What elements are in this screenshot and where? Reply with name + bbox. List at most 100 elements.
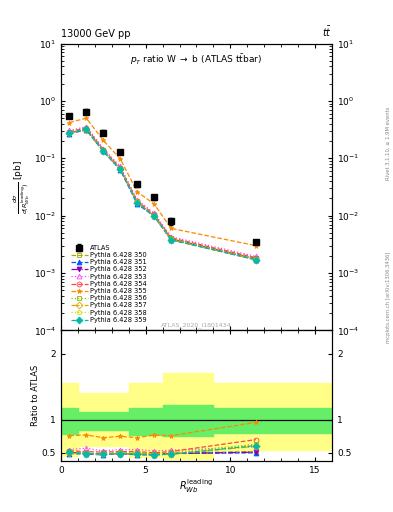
Pythia 6.428 355: [169, 225, 173, 231]
Pythia 6.428 359: [67, 130, 72, 136]
Pythia 6.428 356: [152, 212, 156, 219]
Pythia 6.428 357: [169, 237, 173, 243]
Pythia 6.428 351: [253, 257, 258, 263]
Pythia 6.428 351: [135, 201, 140, 207]
Line: Pythia 6.428 356: Pythia 6.428 356: [67, 126, 258, 261]
Line: Pythia 6.428 354: Pythia 6.428 354: [67, 125, 258, 260]
Pythia 6.428 352: [169, 236, 173, 242]
Line: Pythia 6.428 359: Pythia 6.428 359: [67, 127, 258, 262]
Pythia 6.428 351: [84, 127, 89, 133]
Pythia 6.428 350: [169, 236, 173, 242]
Pythia 6.428 358: [67, 130, 72, 136]
Pythia 6.428 355: [84, 115, 89, 121]
Pythia 6.428 354: [135, 198, 140, 204]
Pythia 6.428 350: [67, 130, 72, 136]
Pythia 6.428 351: [67, 131, 72, 137]
Pythia 6.428 356: [84, 126, 89, 132]
Text: ATLAS_2020_I1801434: ATLAS_2020_I1801434: [161, 322, 232, 328]
Line: Pythia 6.428 352: Pythia 6.428 352: [67, 127, 258, 262]
Pythia 6.428 354: [67, 129, 72, 135]
Pythia 6.428 357: [135, 199, 140, 205]
Pythia 6.428 359: [84, 126, 89, 133]
Pythia 6.428 352: [135, 199, 140, 205]
Y-axis label: Ratio to ATLAS: Ratio to ATLAS: [31, 365, 40, 426]
Text: mcplots.cern.ch [arXiv:1306.3436]: mcplots.cern.ch [arXiv:1306.3436]: [386, 251, 391, 343]
Pythia 6.428 356: [118, 165, 123, 172]
Pythia 6.428 357: [118, 166, 123, 173]
Pythia 6.428 353: [135, 197, 140, 203]
Pythia 6.428 357: [84, 126, 89, 133]
Pythia 6.428 356: [253, 255, 258, 262]
Line: Pythia 6.428 357: Pythia 6.428 357: [67, 127, 258, 262]
Pythia 6.428 352: [67, 130, 72, 136]
Pythia 6.428 355: [101, 137, 106, 143]
Pythia 6.428 355: [253, 243, 258, 249]
Pythia 6.428 352: [118, 166, 123, 173]
Pythia 6.428 352: [84, 126, 89, 133]
Pythia 6.428 353: [101, 145, 106, 152]
Pythia 6.428 353: [169, 233, 173, 240]
Pythia 6.428 356: [67, 130, 72, 136]
Pythia 6.428 351: [152, 213, 156, 219]
Pythia 6.428 350: [135, 199, 140, 205]
Pythia 6.428 359: [135, 200, 140, 206]
Pythia 6.428 355: [118, 156, 123, 162]
Pythia 6.428 357: [67, 130, 72, 136]
Pythia 6.428 356: [169, 236, 173, 242]
Line: Pythia 6.428 350: Pythia 6.428 350: [67, 127, 258, 261]
Pythia 6.428 354: [118, 165, 123, 171]
Pythia 6.428 353: [118, 163, 123, 169]
Pythia 6.428 358: [118, 166, 123, 172]
Pythia 6.428 357: [101, 148, 106, 154]
Pythia 6.428 351: [101, 148, 106, 155]
Pythia 6.428 358: [135, 199, 140, 205]
Pythia 6.428 353: [253, 253, 258, 260]
Pythia 6.428 359: [152, 213, 156, 219]
Pythia 6.428 355: [152, 201, 156, 207]
Pythia 6.428 353: [84, 123, 89, 130]
Line: Pythia 6.428 351: Pythia 6.428 351: [67, 127, 258, 262]
Pythia 6.428 350: [118, 166, 123, 172]
Pythia 6.428 357: [152, 213, 156, 219]
Pythia 6.428 357: [253, 257, 258, 263]
Line: Pythia 6.428 358: Pythia 6.428 358: [67, 127, 258, 262]
Text: 13000 GeV pp: 13000 GeV pp: [61, 29, 130, 39]
Pythia 6.428 356: [135, 199, 140, 205]
Pythia 6.428 353: [152, 210, 156, 217]
Pythia 6.428 356: [101, 147, 106, 154]
Pythia 6.428 358: [152, 213, 156, 219]
Y-axis label: $\frac{d\sigma}{d(R_{Wb}^{\rm leading})}$ [pb]: $\frac{d\sigma}{d(R_{Wb}^{\rm leading})}…: [12, 160, 32, 214]
Pythia 6.428 358: [84, 126, 89, 133]
Pythia 6.428 359: [101, 148, 106, 154]
Pythia 6.428 359: [253, 257, 258, 263]
Text: $p_T$ ratio W $\rightarrow$ b (ATLAS t$\bar{\rm t}$bar): $p_T$ ratio W $\rightarrow$ b (ATLAS t$\…: [130, 52, 263, 67]
Pythia 6.428 355: [135, 189, 140, 195]
Text: $t\bar{t}$: $t\bar{t}$: [322, 25, 332, 39]
Pythia 6.428 352: [253, 256, 258, 262]
Pythia 6.428 354: [169, 235, 173, 241]
Legend: ATLAS, Pythia 6.428 350, Pythia 6.428 351, Pythia 6.428 352, Pythia 6.428 353, P: ATLAS, Pythia 6.428 350, Pythia 6.428 35…: [70, 244, 149, 324]
Pythia 6.428 351: [169, 237, 173, 243]
Pythia 6.428 354: [84, 125, 89, 131]
Pythia 6.428 355: [67, 119, 72, 125]
Pythia 6.428 354: [152, 211, 156, 218]
Pythia 6.428 358: [253, 256, 258, 262]
Pythia 6.428 354: [101, 146, 106, 153]
Pythia 6.428 350: [253, 255, 258, 262]
Pythia 6.428 353: [67, 127, 72, 134]
Pythia 6.428 359: [169, 237, 173, 243]
Pythia 6.428 354: [253, 254, 258, 261]
Line: Pythia 6.428 355: Pythia 6.428 355: [67, 116, 258, 248]
Pythia 6.428 351: [118, 167, 123, 173]
Line: Pythia 6.428 353: Pythia 6.428 353: [67, 124, 258, 259]
Pythia 6.428 350: [152, 212, 156, 219]
X-axis label: $R_{Wb}^{\rm leading}$: $R_{Wb}^{\rm leading}$: [180, 477, 213, 495]
Pythia 6.428 350: [101, 148, 106, 154]
Pythia 6.428 359: [118, 166, 123, 173]
Pythia 6.428 358: [101, 148, 106, 154]
Pythia 6.428 352: [101, 148, 106, 154]
Pythia 6.428 350: [84, 126, 89, 133]
Pythia 6.428 352: [152, 213, 156, 219]
Pythia 6.428 358: [169, 236, 173, 242]
Text: Rivet 3.1.10, ≥ 1.9M events: Rivet 3.1.10, ≥ 1.9M events: [386, 106, 391, 180]
